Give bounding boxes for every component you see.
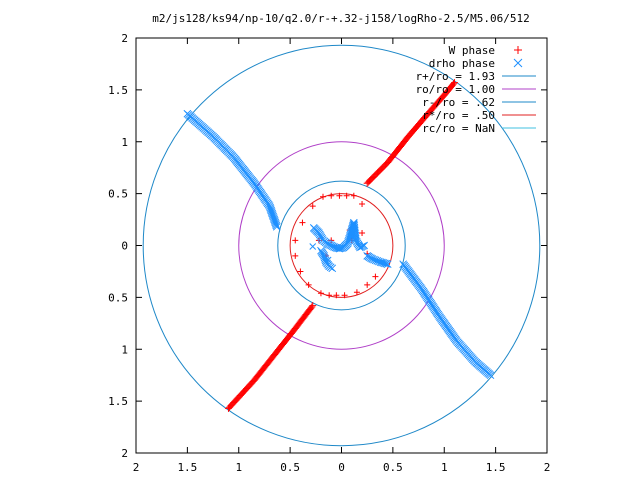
x-tick-label: 0 (338, 461, 345, 474)
y-tick-label: 1 (121, 343, 128, 356)
legend-label: r+/ro = 1.93 (416, 70, 495, 83)
y-tick-label: 0.5 (108, 291, 128, 304)
plus-marker (320, 193, 327, 200)
y-tick-label: 0.5 (108, 188, 128, 201)
cross-marker (360, 242, 368, 249)
y-tick-label: 1.5 (108, 84, 128, 97)
cross-marker (183, 109, 192, 118)
plus-marker (226, 403, 234, 411)
y-tick-label: 1 (121, 136, 128, 149)
chart-title: m2/js128/ks94/np-10/q2.0/r-+.32-j158/log… (152, 12, 530, 25)
plus-marker (449, 80, 457, 88)
data-series (183, 79, 495, 412)
plus-marker (326, 292, 333, 299)
cross-marker (309, 243, 317, 250)
reference-circles (142, 44, 541, 447)
plus-marker (359, 230, 366, 237)
plus-marker (343, 192, 350, 199)
x-tick-label: 2 (544, 461, 551, 474)
y-tick-label: 2 (121, 32, 128, 45)
plus-marker (514, 46, 522, 54)
cross-marker (378, 258, 386, 267)
plus-marker (350, 192, 357, 199)
plus-marker (299, 219, 306, 226)
x-tick-label: 1.5 (177, 461, 197, 474)
cross-marker (376, 258, 385, 266)
x-tick-label: 0.5 (280, 461, 300, 474)
plus-marker (292, 252, 299, 259)
plus-marker (328, 192, 335, 199)
circle-r-ro-50 (289, 193, 394, 298)
cross-marker (345, 234, 354, 243)
plus-marker (305, 281, 312, 288)
legend-label: r-/ro = .62 (422, 96, 495, 109)
legend-label: r*/ro = .50 (422, 109, 495, 122)
plus-marker (297, 268, 304, 275)
plus-marker (328, 237, 335, 244)
cross-marker (381, 259, 389, 268)
plus-marker (341, 292, 348, 299)
cross-marker (513, 58, 523, 68)
cross-marker (338, 244, 347, 252)
plus-marker (372, 273, 379, 280)
legend-label: drho phase (429, 57, 495, 70)
cross-marker (379, 259, 388, 267)
plus-marker (359, 201, 366, 207)
x-tick-label: 0.5 (383, 461, 403, 474)
circle-r-ro-62 (277, 180, 406, 311)
legend-label: W phase (449, 44, 495, 57)
plus-marker (224, 404, 232, 412)
circle-r-ro-1-93 (142, 44, 541, 447)
x-tick-label: 1 (441, 461, 448, 474)
cross-marker (351, 233, 360, 241)
cross-marker (324, 256, 332, 264)
y-tick-label: 0 (121, 240, 128, 253)
cross-marker (486, 371, 495, 380)
axis-ticks: 2 1.5 1 0.5 0 0.5 1 1.5 221.510.500.511.52 (108, 32, 550, 474)
cross-marker (383, 260, 392, 269)
series-w-phase (224, 79, 459, 412)
x-tick-label: 1 (235, 461, 242, 474)
series-drho-phase (183, 109, 495, 380)
plus-marker (364, 281, 371, 288)
circle-ro-ro-1-00 (238, 141, 445, 350)
y-tick-label: 1.5 (108, 395, 128, 408)
legend-label: rc/ro = NaN (422, 122, 495, 135)
plus-marker (317, 290, 324, 297)
cross-marker (328, 264, 337, 273)
x-tick-label: 1.5 (486, 461, 506, 474)
plus-marker (451, 79, 459, 87)
plus-marker (292, 237, 299, 244)
legend-label: ro/ro = 1.00 (416, 83, 495, 96)
x-tick-label: 2 (133, 461, 140, 474)
plus-marker (353, 289, 360, 296)
plus-marker (333, 292, 340, 299)
plus-marker (309, 203, 316, 210)
cross-marker (382, 259, 391, 268)
plus-marker (336, 192, 343, 199)
cross-marker (336, 244, 345, 253)
y-tick-label: 2 (121, 447, 128, 460)
